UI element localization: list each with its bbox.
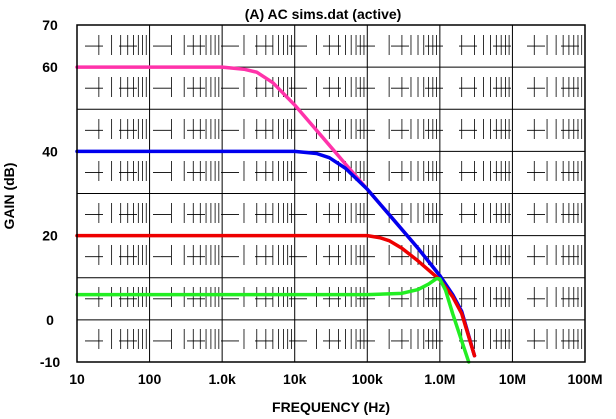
x-tick-label: 100k <box>352 371 383 387</box>
y-tick-label: -10 <box>40 354 60 370</box>
x-tick-label: 100 <box>138 371 162 387</box>
y-tick-label: 0 <box>46 312 54 328</box>
y-tick-label: 60 <box>42 59 58 75</box>
tick-labels: 10 100 1.0k 10k 100k 1.0M 10M 100M 70 60 40 20 0 -10 <box>40 17 603 387</box>
x-axis-label: FREQUENCY (Hz) <box>272 399 390 415</box>
x-tick-label: 100M <box>567 371 602 387</box>
y-axis-label: GAIN (dB) <box>1 163 17 230</box>
x-tick-label: 10 <box>69 371 85 387</box>
grid <box>77 25 585 362</box>
x-tick-label: 10k <box>283 371 307 387</box>
y-tick-label: 40 <box>42 143 58 159</box>
x-tick-label: 10M <box>499 371 526 387</box>
x-tick-label: 1.0M <box>424 371 455 387</box>
series-line-4 <box>75 276 471 364</box>
x-tick-label: 1.0k <box>209 371 236 387</box>
series-line-2 <box>75 149 477 358</box>
y-tick-label: 20 <box>42 228 58 244</box>
series-layer <box>75 65 477 364</box>
chart-title: (A) AC sims.dat (active) <box>245 6 402 22</box>
y-tick-label: 70 <box>42 17 58 33</box>
series-line-3 <box>75 233 477 358</box>
series-line-1 <box>75 65 477 358</box>
plot-frame <box>76 24 586 363</box>
